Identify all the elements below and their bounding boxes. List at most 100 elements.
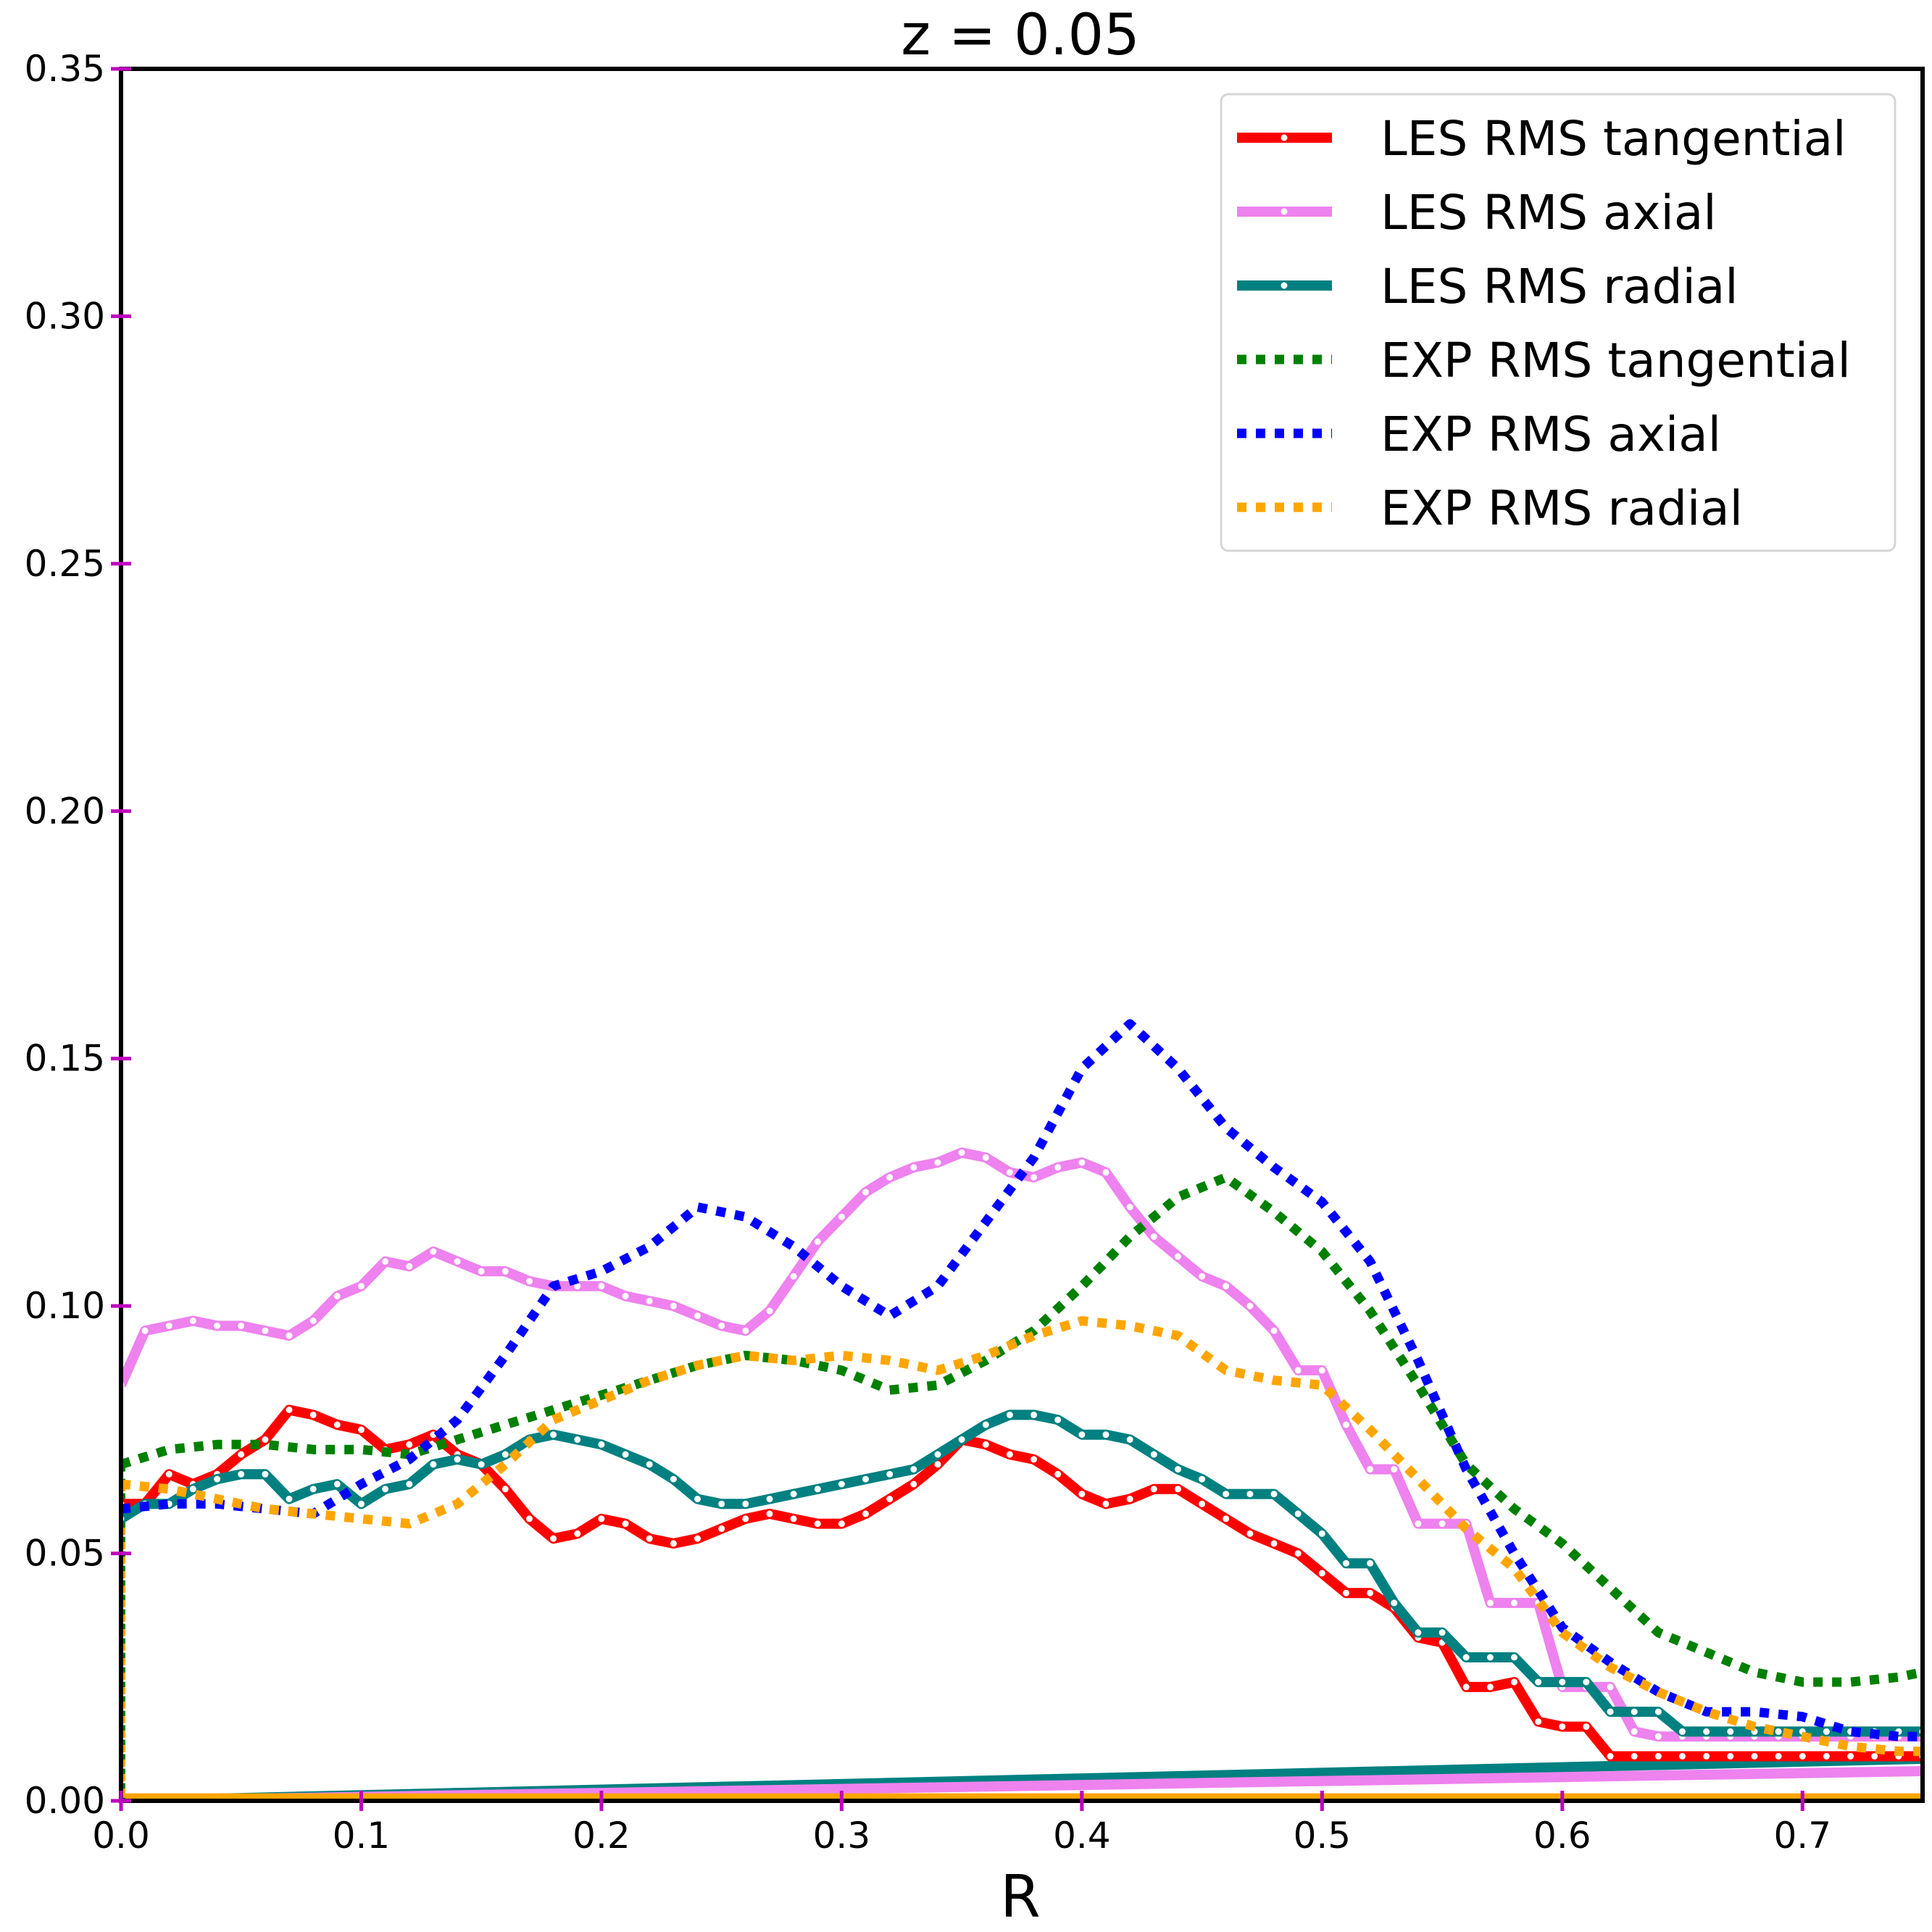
series-0-point — [286, 1407, 293, 1413]
series-0-point — [1535, 1718, 1542, 1725]
series-1-point — [189, 1317, 196, 1325]
series-0-point — [1751, 1753, 1758, 1760]
series-1-point — [598, 1283, 605, 1290]
series-1-point — [1223, 1283, 1230, 1290]
y-tick-label: 0.05 — [25, 1533, 105, 1575]
series-2-point — [550, 1431, 557, 1438]
series-0-point — [598, 1515, 605, 1523]
series-2-point — [286, 1496, 293, 1502]
series-1-point — [838, 1213, 845, 1220]
series-2-point — [1102, 1431, 1109, 1438]
series-1-point — [165, 1323, 172, 1329]
series-2-point — [790, 1491, 797, 1498]
series-2-point — [1391, 1599, 1398, 1607]
axes: 0.0 0.1 0.2 0.3 0.4 0.5 0.6 0.7 0.00 0.05 0.10 0.15… — [25, 48, 1925, 1857]
series-0-point — [1343, 1589, 1349, 1596]
series-2-point — [1030, 1411, 1038, 1418]
series-0-point — [1727, 1753, 1734, 1760]
series-0-point — [1102, 1500, 1109, 1507]
series-0-point — [1703, 1753, 1710, 1760]
series-2-point — [238, 1470, 245, 1478]
series-1-point — [141, 1327, 149, 1334]
series-1-point — [309, 1317, 317, 1325]
series-2-point — [478, 1461, 485, 1468]
series-1-point — [454, 1258, 461, 1265]
series-0-point — [982, 1441, 989, 1448]
series-2-point — [1438, 1629, 1446, 1636]
series-0-point — [1775, 1753, 1782, 1760]
series-line-2 — [121, 1410, 1923, 1737]
y-tick-label: 0.35 — [25, 48, 105, 90]
series-2-point — [1511, 1654, 1517, 1661]
series-2-point — [1654, 1708, 1662, 1715]
series-2-point — [309, 1486, 317, 1493]
series-0-point — [309, 1411, 317, 1418]
legend-label: EXP RMS axial — [1381, 407, 1721, 462]
series-1-point — [1631, 1728, 1638, 1735]
series-0-point — [501, 1486, 509, 1493]
series-1-point — [286, 1332, 293, 1339]
series-2-point — [1823, 1728, 1830, 1735]
series-2-point — [1486, 1654, 1494, 1661]
x-tick-label: 0.7 — [1774, 1815, 1832, 1857]
series-0-point — [742, 1515, 749, 1523]
series-1-point — [1006, 1169, 1013, 1176]
series-2-point — [501, 1451, 509, 1458]
series-0-point — [1126, 1496, 1133, 1502]
series-0-point — [550, 1535, 557, 1542]
series-1-point — [1367, 1466, 1374, 1473]
series-2-point — [1775, 1728, 1782, 1735]
series-1-point — [790, 1273, 797, 1280]
series-2-point — [1150, 1451, 1157, 1458]
series-1-point — [1078, 1159, 1086, 1166]
plot-area — [121, 1019, 1923, 1801]
series-1-point — [1343, 1421, 1349, 1428]
legend-label: EXP RMS tangential — [1381, 333, 1851, 388]
legend-label: LES RMS axial — [1381, 185, 1717, 241]
series-1-point — [1294, 1367, 1302, 1374]
y-tick-label: 0.20 — [25, 790, 105, 832]
series-2-point — [1294, 1510, 1302, 1517]
series-2-point — [982, 1421, 989, 1428]
series-0-point — [1631, 1753, 1638, 1760]
series-0-point — [790, 1515, 797, 1523]
series-2-point — [886, 1470, 894, 1478]
series-2-point — [406, 1481, 413, 1488]
series-2-point — [862, 1475, 869, 1483]
series-2-point — [910, 1466, 917, 1473]
series-0-point — [910, 1481, 917, 1488]
series-1-point — [382, 1258, 389, 1265]
series-2-point — [214, 1475, 221, 1483]
y-tick-label: 0.15 — [25, 1038, 105, 1080]
x-tick-label: 0.2 — [572, 1815, 630, 1857]
x-tick-label: 0.3 — [813, 1815, 871, 1857]
series-0-point — [1246, 1530, 1254, 1537]
series-2-point — [1367, 1560, 1374, 1567]
series-line-0 — [121, 1404, 1923, 1762]
series-0-point — [1199, 1500, 1206, 1507]
chart-title: z = 0.05 — [901, 3, 1140, 68]
series-0-point — [766, 1510, 773, 1517]
series-2-point — [814, 1486, 821, 1493]
series-2-point — [574, 1436, 581, 1443]
series-2-point — [646, 1461, 653, 1468]
axes-frame — [119, 67, 1925, 1803]
series-0-point — [646, 1535, 653, 1542]
series-0-point — [1847, 1753, 1854, 1760]
series-1-point — [1246, 1302, 1254, 1309]
series-0-point — [1607, 1753, 1614, 1760]
series-1-point — [262, 1327, 269, 1334]
series-1-point — [1438, 1520, 1446, 1528]
series-0-point — [333, 1421, 341, 1428]
series-2-point — [1583, 1678, 1590, 1686]
series-1-point — [1486, 1599, 1494, 1607]
x-tick-label: 0.5 — [1294, 1815, 1352, 1857]
y-tick-label: 0.10 — [25, 1285, 105, 1327]
series-2-point — [1703, 1728, 1710, 1735]
series-2-point — [333, 1481, 341, 1488]
series-0-point — [718, 1525, 725, 1532]
series-0-point — [1054, 1470, 1062, 1478]
series-2-point — [718, 1500, 725, 1507]
series-2-point — [934, 1451, 941, 1458]
series-2-point — [1199, 1475, 1206, 1483]
